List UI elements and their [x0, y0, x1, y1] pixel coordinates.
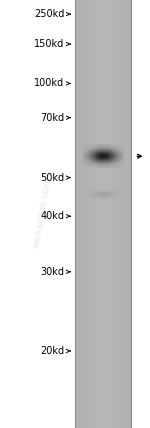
Bar: [75, 0, 76, 428]
Bar: [100, 0, 101, 428]
Bar: [88, 0, 89, 428]
Bar: [124, 0, 125, 428]
Text: 50kd: 50kd: [40, 172, 64, 183]
Bar: [102, 0, 104, 428]
Bar: [115, 0, 116, 428]
Bar: [113, 0, 114, 428]
Bar: [85, 0, 86, 428]
Bar: [98, 0, 99, 428]
Bar: [121, 0, 122, 428]
Bar: [86, 0, 88, 428]
Text: 40kd: 40kd: [40, 211, 64, 221]
Bar: [83, 0, 84, 428]
Bar: [84, 0, 85, 428]
Text: 30kd: 30kd: [40, 267, 64, 277]
Bar: [90, 0, 91, 428]
Bar: [131, 0, 132, 428]
Bar: [91, 0, 92, 428]
Text: 70kd: 70kd: [40, 113, 64, 123]
Bar: [118, 0, 119, 428]
Bar: [111, 0, 113, 428]
Bar: [122, 0, 123, 428]
Bar: [92, 0, 93, 428]
Bar: [109, 0, 110, 428]
Bar: [103, 0, 105, 428]
Bar: [123, 0, 124, 428]
Bar: [128, 0, 129, 428]
Bar: [130, 0, 131, 428]
Bar: [110, 0, 111, 428]
Bar: [106, 0, 107, 428]
Bar: [119, 0, 121, 428]
Text: 100kd: 100kd: [34, 78, 64, 89]
Bar: [75, 0, 76, 428]
Text: 20kd: 20kd: [40, 346, 64, 356]
Bar: [117, 0, 118, 428]
Bar: [96, 0, 97, 428]
Bar: [97, 0, 98, 428]
Bar: [114, 0, 115, 428]
Text: 150kd: 150kd: [34, 39, 64, 49]
Bar: [93, 0, 94, 428]
Bar: [108, 0, 109, 428]
Bar: [116, 0, 117, 428]
Bar: [78, 0, 80, 428]
Text: 250kd: 250kd: [34, 9, 64, 19]
Bar: [99, 0, 100, 428]
Bar: [125, 0, 126, 428]
Bar: [89, 0, 90, 428]
Bar: [101, 0, 102, 428]
Text: www.ptglab.com: www.ptglab.com: [32, 179, 52, 249]
Bar: [94, 0, 96, 428]
Bar: [77, 0, 78, 428]
Bar: [105, 0, 106, 428]
Bar: [76, 0, 77, 428]
Bar: [81, 0, 82, 428]
Bar: [131, 0, 132, 428]
Bar: [129, 0, 130, 428]
Bar: [80, 0, 81, 428]
Bar: [82, 0, 83, 428]
Bar: [126, 0, 128, 428]
Bar: [107, 0, 108, 428]
